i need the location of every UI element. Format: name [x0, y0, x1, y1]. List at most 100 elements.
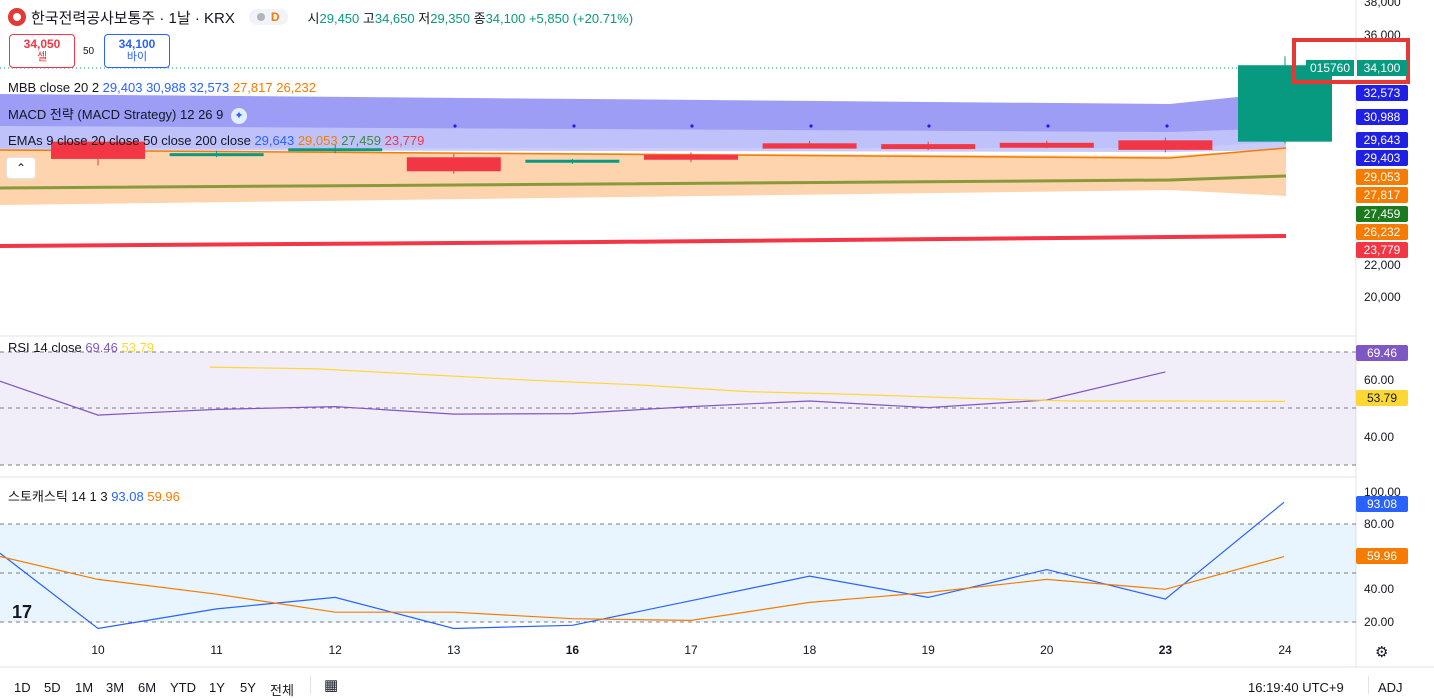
symbol-title[interactable]: 한국전력공사보통주 · 1날 · KRX	[31, 9, 235, 27]
ema200-tag: 23,779	[1356, 242, 1408, 258]
time-tick: 16	[565, 643, 580, 657]
ema9-tag: 29,643	[1356, 132, 1408, 148]
macd-strategy-legend[interactable]: MACD 전략 (MACD Strategy) 12 26 9 ✦	[8, 106, 247, 124]
candle-up	[288, 148, 383, 152]
mbb-value: 26,232	[276, 80, 316, 95]
emas-legend[interactable]: EMAs 9 close 20 close 50 close 200 close…	[8, 132, 424, 150]
time-tick: 24	[1278, 643, 1292, 657]
mbb-legend[interactable]: MBB close 20 2 29,403 30,988 32,573 27,8…	[8, 79, 316, 97]
toolbar-divider	[310, 676, 311, 694]
rsi-ma-line	[209, 366, 1286, 402]
mbb-basis-dot	[1046, 124, 1050, 128]
change-value: +5,850 (+20.71%)	[528, 10, 634, 26]
candle-down	[881, 144, 976, 150]
stoch-d-value: 59.96	[147, 489, 180, 504]
ema50-tag: 27,459	[1356, 206, 1408, 222]
mbb-basis-tag: 30,988	[1356, 109, 1408, 125]
sell-button[interactable]: 34,050 셀	[9, 34, 75, 68]
adjust-data-button[interactable]: ADJ	[1378, 680, 1403, 695]
date-range-calendar-icon[interactable]: ▦	[324, 677, 339, 694]
mbb-basis-dot	[572, 124, 576, 128]
time-tick: 23	[1158, 643, 1173, 657]
ema20-tag: 29,053	[1356, 169, 1408, 185]
time-tick: 18	[802, 643, 817, 657]
rsi-legend[interactable]: RSI 14 close 69.46 53.79	[8, 339, 154, 357]
stoch-k-tag: 93.08	[1356, 496, 1408, 512]
spread-value: 50	[83, 46, 95, 57]
high-value: 34,650	[374, 10, 415, 26]
stoch-label: 스토캐스틱 14 1 3	[8, 489, 108, 504]
mbb-value: 29,403	[102, 80, 143, 95]
time-tick: 19	[921, 643, 935, 657]
chevron-up-icon: ⌃	[15, 161, 27, 175]
price-tick: 22,000	[1364, 258, 1401, 272]
timeframe-button-1Y[interactable]: 1Y	[209, 680, 225, 695]
candle-up	[525, 159, 620, 163]
timeframe-button-3M[interactable]: 3M	[106, 680, 125, 695]
stoch-tick: 20.00	[1364, 615, 1395, 629]
rsi-ma-value: 53.79	[121, 340, 155, 355]
timeframe-button-전체[interactable]: 전체	[270, 683, 294, 698]
stoch-d-tag: 59.96	[1356, 548, 1408, 564]
candle-down	[51, 141, 145, 159]
rsi-label: RSI 14 close	[8, 340, 82, 355]
symbol-header: 한국전력공사보통주 · 1날 · KRX D 시29,450 고34,650 저…	[8, 6, 633, 28]
stoch-tick: 80.00	[1364, 517, 1395, 531]
rsi-tag: 69.46	[1356, 345, 1408, 361]
ema20-line	[0, 147, 1287, 159]
band-tag: 26,232	[1356, 224, 1408, 240]
time-tick: 13	[447, 643, 461, 657]
kepco-logo-icon	[8, 8, 26, 26]
clock-timezone[interactable]: 16:19:40 UTC+9	[1248, 680, 1344, 695]
stoch-tick: 40.00	[1364, 582, 1395, 596]
emas-label: EMAs 9 close 20 close 50 close 200 close	[8, 133, 251, 148]
ema-value: 27,459	[341, 133, 381, 148]
mbb-upper-tag: 32,573	[1356, 85, 1408, 101]
rsi-value: 69.46	[85, 340, 118, 355]
stoch-k-value: 93.08	[111, 489, 144, 504]
stoch-tick: 100.00	[1364, 485, 1401, 499]
mbb-value: 27,817	[232, 80, 273, 95]
buy-price: 34,100	[118, 37, 156, 51]
time-tick: 12	[328, 643, 342, 657]
timeframe-button-1M[interactable]: 1M	[75, 680, 94, 695]
close-value: 34,100	[485, 10, 526, 26]
mbb-value: 32,573	[189, 80, 230, 95]
timeframe-button-1D[interactable]: 1D	[14, 680, 31, 695]
market-status-badge[interactable]: D	[248, 9, 288, 25]
mbb-basis-dot	[690, 124, 694, 128]
rsi-line	[0, 371, 1166, 416]
timeframe-button-5D[interactable]: 5D	[44, 680, 61, 695]
rsi-ma-tag: 53.79	[1356, 390, 1408, 406]
timeframe-button-YTD[interactable]: YTD	[170, 680, 196, 695]
mbb-label: MBB close 20 2	[8, 80, 100, 95]
time-tick: 11	[210, 643, 223, 657]
strategy-sparkle-icon[interactable]: ✦	[231, 108, 247, 124]
price-tick: 20,000	[1364, 290, 1401, 304]
stoch-legend[interactable]: 스토캐스틱 14 1 3 93.08 59.96	[8, 488, 180, 506]
tradingview-logo-icon[interactable]: 17	[12, 602, 33, 622]
candle-down	[999, 142, 1094, 148]
ema-value: 29,643	[254, 133, 295, 148]
mbb-lower-tag: 29,403	[1356, 150, 1408, 166]
open-label: 시	[307, 10, 320, 26]
collapse-legend-button[interactable]: ⌃	[6, 157, 36, 179]
ema200-line	[0, 234, 1287, 248]
mbb-basis-dot	[927, 124, 931, 128]
price-tick: 38,000	[1364, 0, 1401, 9]
macd-label: MACD 전략 (MACD Strategy) 12 26 9	[8, 107, 224, 122]
time-tick: 10	[91, 643, 105, 657]
settings-gear-icon[interactable]: ⚙	[1375, 644, 1389, 661]
low-label: 저	[418, 10, 431, 26]
sell-label: 셀	[36, 51, 48, 63]
last-price-tag: 34,100	[1357, 60, 1407, 76]
sell-price: 34,050	[23, 37, 61, 51]
timeframe-button-6M[interactable]: 6M	[138, 680, 157, 695]
rsi-tick: 40.00	[1364, 430, 1395, 444]
band-tag: 27,817	[1356, 187, 1408, 203]
buy-button[interactable]: 34,100 바이	[104, 34, 170, 68]
stoch-d-line	[0, 555, 1285, 622]
ema50-line	[0, 174, 1287, 190]
timeframe-button-5Y[interactable]: 5Y	[240, 680, 256, 695]
